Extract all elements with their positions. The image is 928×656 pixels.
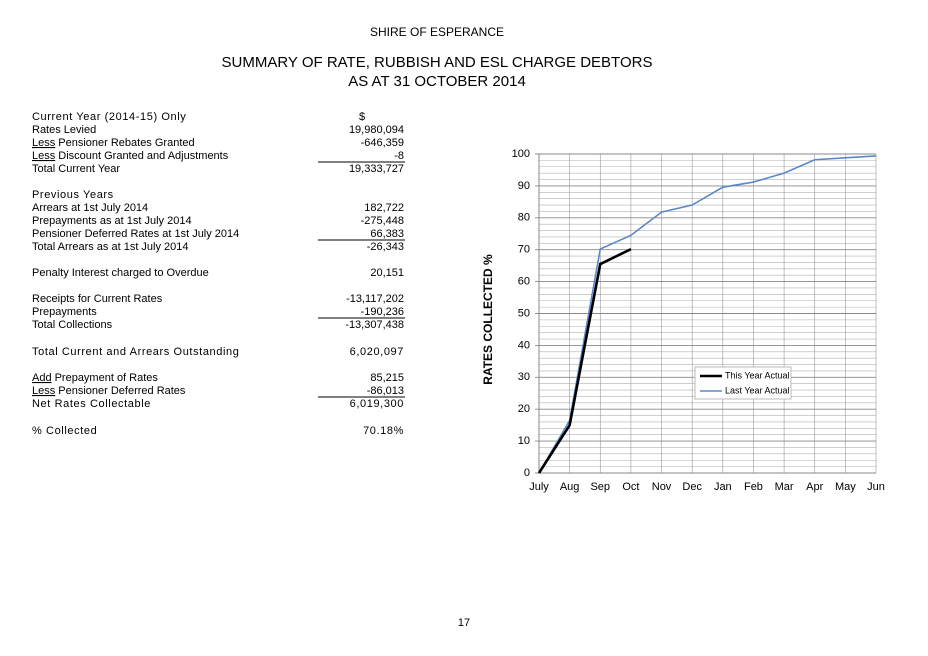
x-tick-label: Aug — [560, 481, 580, 493]
x-tick-label: Feb — [744, 481, 763, 493]
row-value: $ — [359, 111, 365, 123]
row-label: Pensioner Deferred Rates at 1st July 201… — [32, 228, 239, 240]
y-tick-label: 60 — [518, 276, 530, 288]
row-value: -26,343 — [367, 241, 404, 253]
row-value: -190,236 — [361, 306, 404, 318]
row-label: Less Pensioner Deferred Rates — [32, 385, 186, 397]
row-label: Total Current Year — [32, 163, 120, 175]
row-text: Prepayment of Rates — [55, 372, 159, 384]
row-label: Arrears at 1st July 2014 — [32, 202, 148, 214]
row-value: -86,013 — [367, 385, 404, 397]
row-text: % Collected — [32, 425, 97, 437]
row-value: 182,722 — [364, 202, 404, 214]
row-prefix: Less — [32, 137, 56, 149]
y-tick-label: 40 — [518, 339, 530, 351]
x-tick-label: Nov — [652, 481, 672, 493]
row-value: 66,383 — [370, 228, 404, 240]
row-text: Total Current Year — [32, 163, 120, 175]
row-label: Less Discount Granted and Adjustments — [32, 150, 229, 162]
row-text: Prepayments as at 1st July 2014 — [32, 215, 192, 227]
row-label: Total Arrears as at 1st July 2014 — [32, 241, 189, 253]
x-tick-label: Oct — [622, 481, 639, 493]
row-value: 85,215 — [370, 372, 404, 384]
legend-label: This Year Actual — [725, 370, 790, 380]
title: AS AT 31 OCTOBER 2014 — [348, 73, 526, 90]
row-label: Penalty Interest charged to Overdue — [32, 267, 209, 279]
row-label: Prepayments — [32, 306, 97, 318]
y-tick-label: 70 — [518, 244, 530, 256]
row-label: Net Rates Collectable — [32, 398, 151, 410]
row-value: -646,359 — [361, 137, 404, 149]
row-text: Pensioner Deferred Rates — [58, 385, 186, 397]
y-tick-label: 10 — [518, 435, 530, 447]
row-text: Net Rates Collectable — [32, 398, 151, 410]
x-tick-label: Apr — [806, 481, 823, 493]
row-label: Previous Years — [32, 189, 114, 201]
x-tick-label: Dec — [682, 481, 702, 493]
row-label: Receipts for Current Rates — [32, 293, 163, 305]
row-prefix: Add — [32, 372, 52, 384]
x-tick-label: July — [529, 481, 549, 493]
legend-label: Last Year Actual — [725, 385, 790, 395]
row-value: 19,980,094 — [349, 124, 404, 136]
row-text: Pensioner Rebates Granted — [58, 137, 194, 149]
row-label: Less Pensioner Rebates Granted — [32, 137, 195, 149]
row-text: Receipts for Current Rates — [32, 293, 163, 305]
y-tick-label: 90 — [518, 180, 530, 192]
y-tick-label: 30 — [518, 371, 530, 383]
y-tick-label: 80 — [518, 212, 530, 224]
row-prefix: Less — [32, 385, 56, 397]
y-tick-label: 20 — [518, 403, 530, 415]
row-text: Rates Levied — [32, 124, 96, 136]
row-value: -13,307,438 — [345, 319, 404, 331]
x-tick-label: Jan — [714, 481, 732, 493]
row-label: Rates Levied — [32, 124, 96, 136]
row-label: Prepayments as at 1st July 2014 — [32, 215, 192, 227]
y-tick-label: 0 — [524, 467, 530, 479]
row-prefix: Less — [32, 150, 56, 162]
row-label: Add Prepayment of Rates — [32, 372, 158, 384]
row-value: 6,020,097 — [350, 346, 404, 358]
row-text: Discount Granted and Adjustments — [58, 150, 228, 162]
row-label: Total Collections — [32, 319, 113, 331]
title: SUMMARY OF RATE, RUBBISH AND ESL CHARGE … — [222, 54, 653, 71]
row-value: 6,019,300 — [350, 398, 404, 410]
row-text: Total Collections — [32, 319, 113, 331]
y-tick-label: 100 — [512, 148, 530, 160]
row-text: Pensioner Deferred Rates at 1st July 201… — [32, 228, 239, 240]
row-value: 70.18% — [363, 425, 404, 437]
row-value: -8 — [394, 150, 404, 162]
row-label: Current Year (2014-15) Only — [32, 111, 186, 123]
row-value: -13,117,202 — [346, 293, 404, 305]
row-text: Previous Years — [32, 189, 114, 201]
series-line — [538, 155, 877, 474]
x-tick-label: May — [835, 481, 856, 493]
x-tick-label: Mar — [775, 481, 794, 493]
row-text: Current Year (2014-15) Only — [32, 111, 186, 123]
organisation: SHIRE OF ESPERANCE — [370, 25, 504, 39]
row-text: Total Arrears as at 1st July 2014 — [32, 241, 189, 253]
row-text: Total Current and Arrears Outstanding — [32, 346, 239, 358]
row-label: Total Current and Arrears Outstanding — [32, 346, 239, 358]
series-line — [537, 247, 632, 474]
row-value: 20,151 — [370, 267, 404, 279]
y-axis-label: RATES COLLECTED % — [481, 254, 495, 385]
x-tick-label: Jun — [867, 481, 885, 493]
legend-box — [694, 366, 792, 400]
row-value: 19,333,727 — [349, 163, 404, 175]
row-text: Penalty Interest charged to Overdue — [32, 267, 209, 279]
page-number: 17 — [458, 617, 470, 629]
y-tick-label: 50 — [518, 307, 530, 319]
row-text: Arrears at 1st July 2014 — [32, 202, 148, 214]
row-value: -275,448 — [361, 215, 404, 227]
row-text: Prepayments — [32, 306, 97, 318]
row-label: % Collected — [32, 425, 97, 437]
x-tick-label: Sep — [590, 481, 610, 493]
